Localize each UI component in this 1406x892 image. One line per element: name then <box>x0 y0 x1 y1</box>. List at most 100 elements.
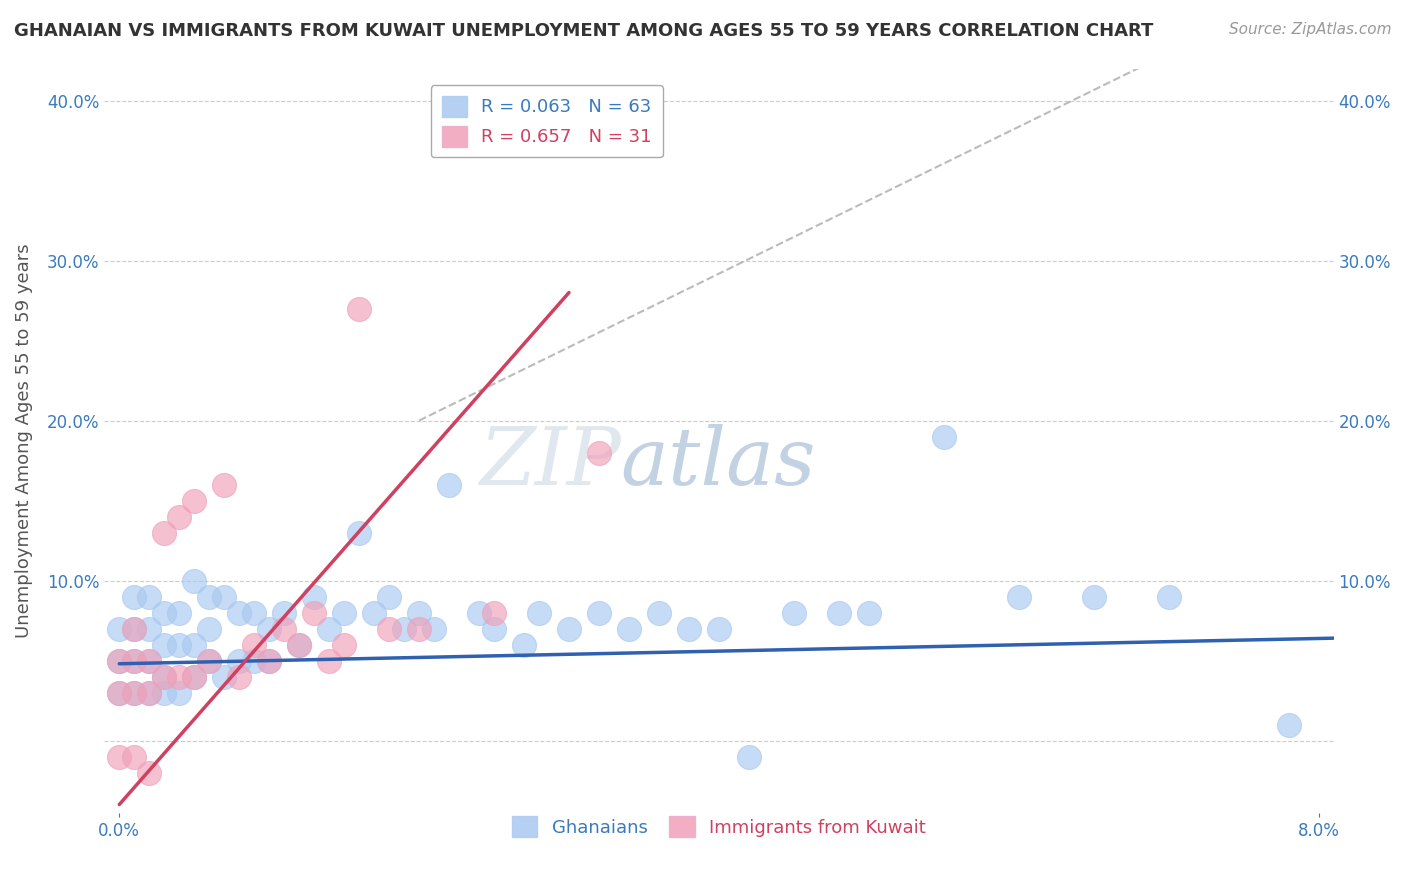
Point <box>482 622 505 636</box>
Point <box>108 654 131 668</box>
Legend: Ghanaians, Immigrants from Kuwait: Ghanaians, Immigrants from Kuwait <box>505 809 934 845</box>
Point <box>408 622 430 636</box>
Point <box>257 622 280 636</box>
Text: atlas: atlas <box>620 424 815 501</box>
Point <box>257 654 280 668</box>
Point <box>243 606 266 620</box>
Point <box>138 685 160 699</box>
Point <box>167 509 190 524</box>
Point <box>318 622 340 636</box>
Point <box>138 685 160 699</box>
Point <box>408 606 430 620</box>
Point <box>138 590 160 604</box>
Point <box>108 622 131 636</box>
Point <box>588 445 610 459</box>
Point <box>122 685 145 699</box>
Point <box>183 493 205 508</box>
Point <box>198 590 221 604</box>
Point <box>212 590 235 604</box>
Point <box>153 685 176 699</box>
Point <box>108 685 131 699</box>
Point <box>273 622 295 636</box>
Point <box>138 765 160 780</box>
Point <box>1157 590 1180 604</box>
Point <box>122 749 145 764</box>
Point <box>198 654 221 668</box>
Point <box>122 685 145 699</box>
Point <box>108 685 131 699</box>
Point <box>588 606 610 620</box>
Point <box>183 638 205 652</box>
Point <box>783 606 806 620</box>
Point <box>138 654 160 668</box>
Point <box>183 669 205 683</box>
Point <box>167 669 190 683</box>
Point <box>468 606 491 620</box>
Point <box>153 669 176 683</box>
Point <box>257 654 280 668</box>
Point <box>122 654 145 668</box>
Point <box>228 606 250 620</box>
Text: Source: ZipAtlas.com: Source: ZipAtlas.com <box>1229 22 1392 37</box>
Point <box>678 622 700 636</box>
Point <box>378 590 401 604</box>
Point <box>122 622 145 636</box>
Point <box>828 606 851 620</box>
Point <box>167 606 190 620</box>
Point <box>738 749 761 764</box>
Point <box>228 669 250 683</box>
Point <box>437 477 460 491</box>
Point <box>212 669 235 683</box>
Point <box>617 622 640 636</box>
Point <box>243 654 266 668</box>
Point <box>648 606 671 620</box>
Point <box>138 654 160 668</box>
Point <box>1278 717 1301 731</box>
Point <box>228 654 250 668</box>
Point <box>302 606 325 620</box>
Point <box>333 606 356 620</box>
Point <box>513 638 536 652</box>
Text: GHANAIAN VS IMMIGRANTS FROM KUWAIT UNEMPLOYMENT AMONG AGES 55 TO 59 YEARS CORREL: GHANAIAN VS IMMIGRANTS FROM KUWAIT UNEMP… <box>14 22 1153 40</box>
Point <box>423 622 446 636</box>
Point <box>198 654 221 668</box>
Point <box>167 685 190 699</box>
Text: ZIP: ZIP <box>479 424 620 501</box>
Point <box>527 606 550 620</box>
Point <box>122 654 145 668</box>
Point <box>302 590 325 604</box>
Point <box>167 638 190 652</box>
Point <box>153 669 176 683</box>
Point <box>108 749 131 764</box>
Point <box>153 606 176 620</box>
Y-axis label: Unemployment Among Ages 55 to 59 years: Unemployment Among Ages 55 to 59 years <box>15 244 32 638</box>
Point <box>273 606 295 620</box>
Point <box>363 606 385 620</box>
Point <box>198 622 221 636</box>
Point <box>183 669 205 683</box>
Point <box>347 301 370 316</box>
Point <box>707 622 730 636</box>
Point <box>1083 590 1105 604</box>
Point <box>288 638 311 652</box>
Point <box>347 525 370 540</box>
Point <box>932 429 955 443</box>
Point <box>108 654 131 668</box>
Point <box>288 638 311 652</box>
Point <box>482 606 505 620</box>
Point <box>392 622 415 636</box>
Point <box>858 606 880 620</box>
Point <box>122 590 145 604</box>
Point <box>183 574 205 588</box>
Point <box>333 638 356 652</box>
Point <box>318 654 340 668</box>
Point <box>122 622 145 636</box>
Point <box>153 638 176 652</box>
Point <box>243 638 266 652</box>
Point <box>153 525 176 540</box>
Point <box>1008 590 1031 604</box>
Point <box>138 622 160 636</box>
Point <box>378 622 401 636</box>
Point <box>212 477 235 491</box>
Point <box>558 622 581 636</box>
